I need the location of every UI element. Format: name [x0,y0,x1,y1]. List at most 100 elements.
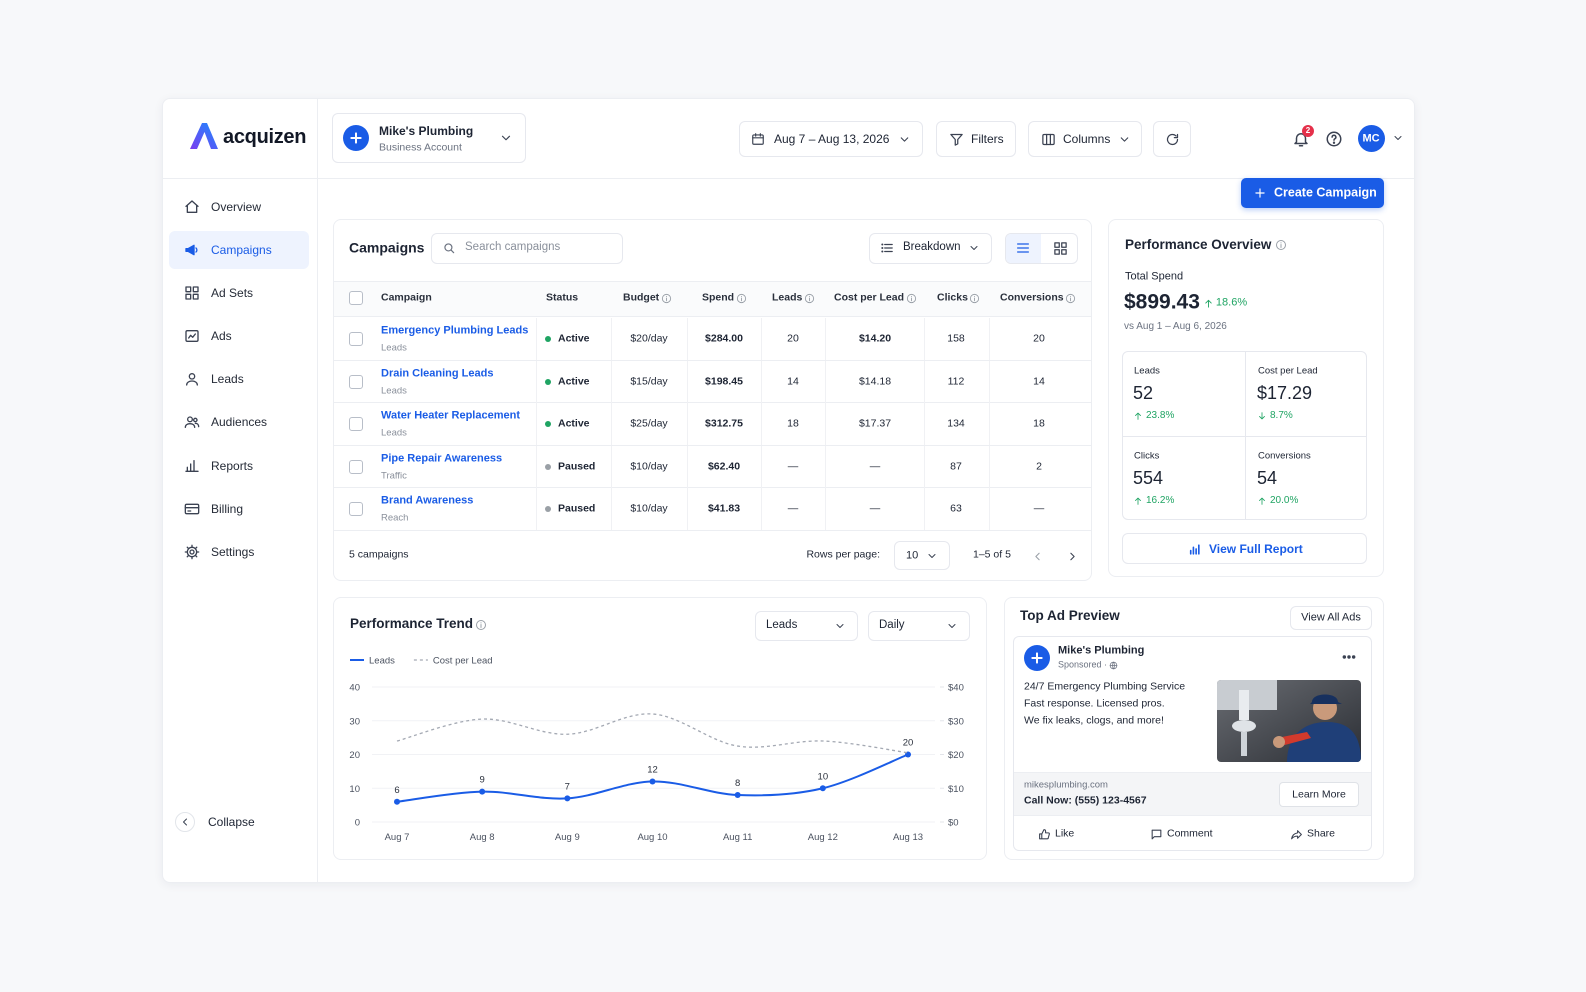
create-campaign-button[interactable] [1241,178,1384,208]
row-checkbox[interactable] [349,291,363,305]
filters-button[interactable] [936,121,1016,157]
list-icon-part [884,243,893,253]
info-icon [970,293,980,303]
cell-leads: 20 [787,332,799,345]
ad-action[interactable]: Share [1307,827,1336,840]
view-full-report-button[interactable] [1122,533,1367,564]
campaign-name[interactable]: Pipe Repair Awareness [381,451,503,464]
search-icon-part [444,243,453,252]
nav-icon [184,416,200,428]
cell-cost-per-lead: — [869,460,881,473]
row-checkbox[interactable] [349,374,363,389]
cell-budget: $20/day [630,332,668,345]
cell-divider [924,360,925,403]
campaign-name[interactable]: Water Heater Replacement [381,409,520,422]
cell-divider [825,403,826,445]
date-range-button[interactable] [739,121,923,157]
row-checkbox[interactable] [349,459,363,474]
view-all-ads-button[interactable] [1290,606,1372,630]
metric-label: Clicks [1134,450,1160,462]
nav-icon [185,200,199,213]
chevron-icon-part [928,554,936,558]
cell-divider [687,318,688,360]
search-input[interactable] [431,233,623,264]
metric-label: Leads [1134,365,1160,377]
calendar-icon-part [752,133,764,139]
chevron-icon-part [1394,136,1402,140]
list-icon-part [881,250,884,253]
ad-action[interactable]: Comment [1167,827,1213,840]
column-header: Leads [772,291,803,304]
nav-label: Ads [211,328,232,343]
trend-up-icon [1135,497,1141,505]
learn-more-button[interactable] [1279,782,1359,807]
campaign-objective: Leads [381,384,407,396]
nav-label: Reports [211,458,254,473]
row-checkbox[interactable] [349,417,363,431]
campaign-objective: Leads [381,427,407,439]
chevron-icon-part [501,135,511,141]
cell-divider [761,445,762,488]
cell-divider [536,488,537,530]
info-icon [906,293,916,303]
nav-icon-part [189,549,195,555]
cell-conversions: 2 [1036,460,1042,473]
nav-icon-part [187,416,193,423]
more-icon [1342,655,1356,659]
calendar-icon [752,133,764,145]
nav-icon-part [186,380,198,386]
campaign-name[interactable]: Emergency Plumbing Leads [381,324,529,337]
collapse-button[interactable] [175,812,195,832]
nav-icon-part [194,422,200,428]
page-avatar-icon [1031,652,1043,664]
nav-label: Campaigns [211,242,272,257]
nav-icon-part [184,507,200,512]
action-icon [1290,829,1302,839]
campaign-name[interactable]: Brand Awareness [381,494,474,507]
filter-icon-part [949,133,963,146]
cell-divider [825,318,826,360]
notification-count: 2 [1305,126,1311,136]
nav-icon [186,373,198,386]
campaign-count: 5 campaigns [349,548,409,561]
campaign-objective: Traffic [381,469,407,481]
list-view-icon [1017,243,1029,253]
table-row [334,446,1091,488]
info-icon-part [1066,293,1076,303]
create-campaign-label: Create Campaign [1274,185,1377,200]
refresh-button[interactable] [1153,121,1191,157]
row-checkbox[interactable] [349,332,363,346]
chevron-icon [1394,136,1402,140]
chevron-icon [501,135,511,141]
learn-more: Learn More [1292,788,1346,801]
cell-leads: — [787,460,799,473]
trend-up-icon-part [1259,497,1265,505]
total-spend-label: Total Spend [1125,270,1184,283]
columns-button[interactable] [1028,121,1142,157]
cell-divider [825,488,826,530]
campaign-name[interactable]: Drain Cleaning Leads [381,366,494,379]
status: Paused [558,502,596,515]
action-icon [1038,828,1050,839]
cell-divider [761,403,762,445]
columns-label: Columns [1063,131,1111,146]
cell-cost-per-lead: — [869,502,881,515]
chevron-icon-part [1120,136,1128,142]
page-range: 1–5 of 5 [973,548,1011,561]
cell-divider [687,360,688,403]
cell-divider [825,445,826,488]
column-header: Conversions [1000,291,1064,304]
ad-text: Fast response. Licensed pros. [1024,697,1165,710]
user-avatar[interactable] [1358,125,1385,152]
nav-icon [184,544,200,560]
total-spend-change: 18.6% [1215,296,1248,309]
brand-logo [190,123,218,149]
comparison-period: vs Aug 1 – Aug 6, 2026 [1124,321,1227,332]
rows-per-page-select[interactable] [894,541,950,570]
ad-image [1217,680,1361,762]
ad-action[interactable]: Like [1055,827,1075,840]
cell-divider [611,360,612,403]
columns-icon [1041,133,1055,145]
row-checkbox[interactable] [349,502,363,516]
trend-down-icon [1259,412,1265,420]
